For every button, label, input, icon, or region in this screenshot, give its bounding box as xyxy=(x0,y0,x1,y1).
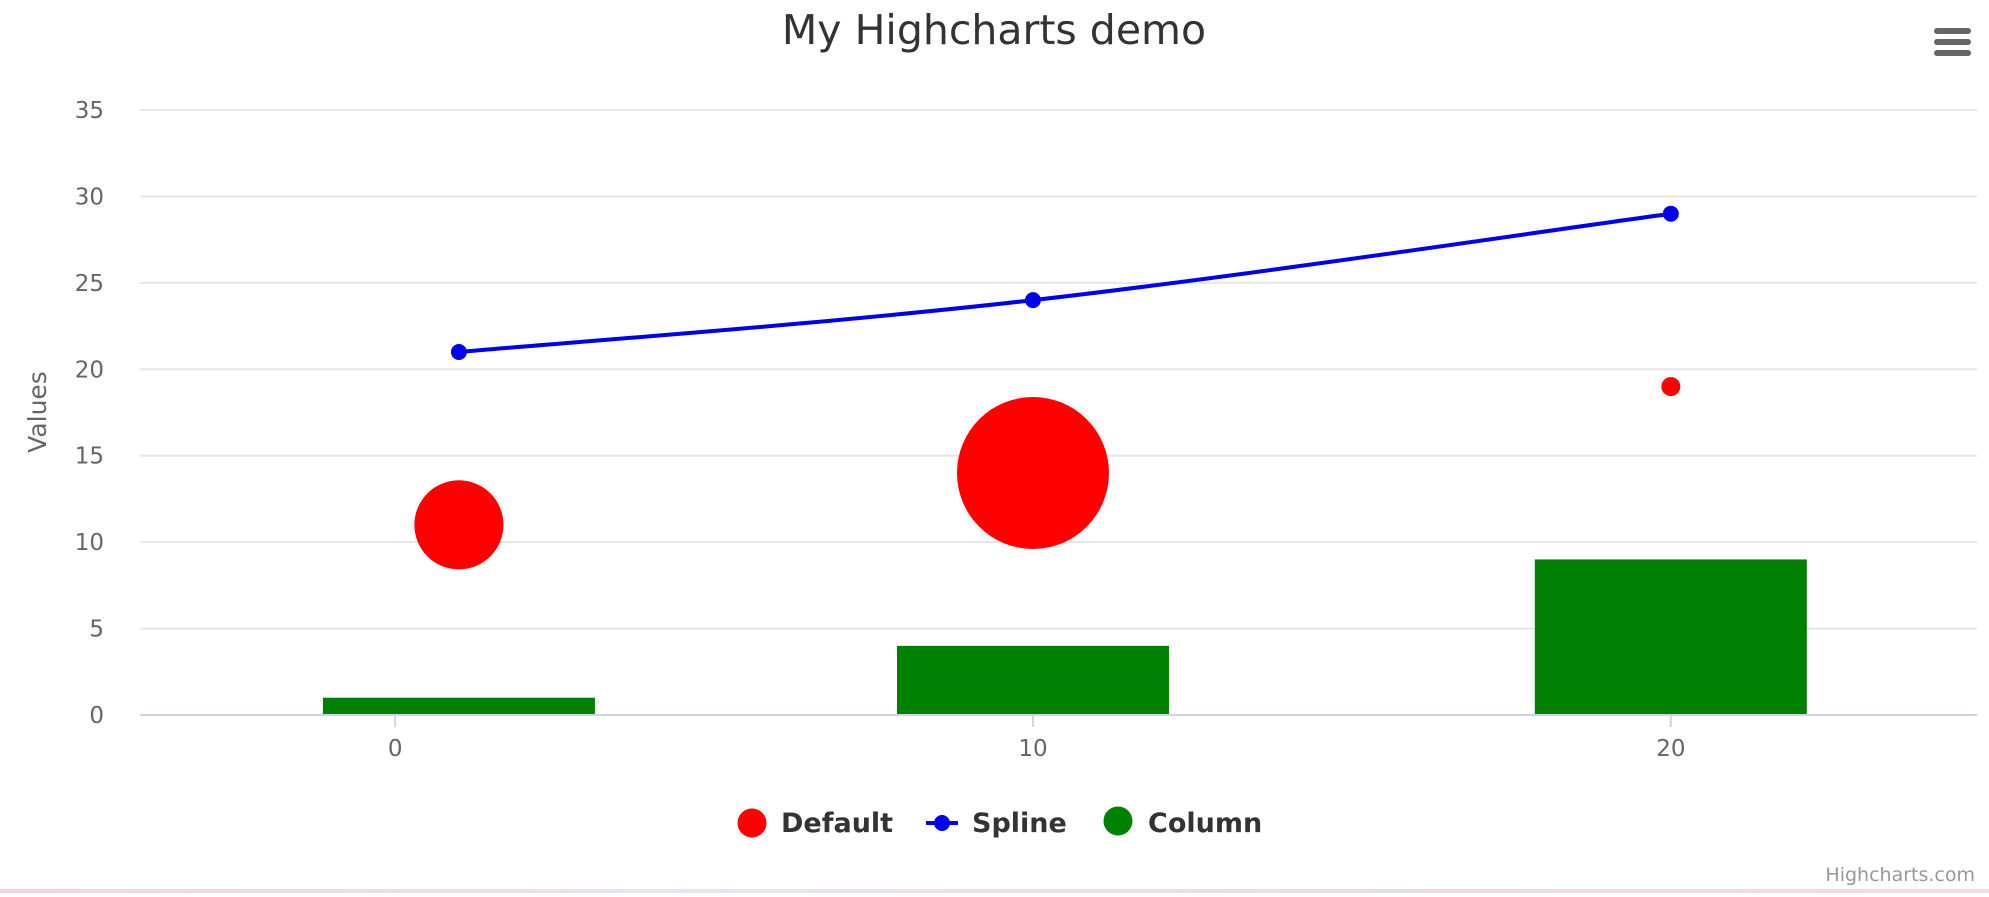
legend-spline-label: Spline xyxy=(972,808,1067,839)
x-tick-label-20: 20 xyxy=(1656,736,1685,762)
bubble-series xyxy=(414,377,1681,570)
x-tick-label-0: 0 xyxy=(388,736,403,762)
y-tick-label-15: 15 xyxy=(75,444,104,470)
chart-menu-button[interactable] xyxy=(1934,28,1971,58)
spline-series xyxy=(450,205,1679,360)
y-axis-title: Values xyxy=(23,371,52,453)
column-bar-1[interactable] xyxy=(896,645,1169,715)
legend-spline-marker-icon xyxy=(934,815,950,831)
column-bar-2[interactable] xyxy=(1534,559,1807,715)
bubble-point-1[interactable] xyxy=(956,397,1109,549)
bubble-point-0[interactable] xyxy=(414,480,504,570)
y-tick-label-10: 10 xyxy=(75,530,104,556)
y-tick-label-20: 20 xyxy=(75,357,104,383)
spline-point-1[interactable] xyxy=(1024,292,1041,309)
legend-item-column[interactable]: Column xyxy=(1103,806,1263,840)
y-tick-label-25: 25 xyxy=(75,271,104,297)
column-series xyxy=(322,559,1807,715)
hamburger-menu-icon xyxy=(1934,28,1971,56)
legend-default-marker-icon xyxy=(737,808,767,838)
column-bar-0[interactable] xyxy=(322,697,595,715)
legend-column-label: Column xyxy=(1148,808,1262,839)
legend-column-marker-icon xyxy=(1103,806,1133,836)
bottom-decorative-strip xyxy=(0,889,1989,893)
y-tick-label-5: 5 xyxy=(89,617,104,643)
axes: 0 5 10 15 20 25 30 35 0 10 20 xyxy=(75,98,1977,762)
spline-point-2[interactable] xyxy=(1662,205,1679,222)
y-tick-label-35: 35 xyxy=(75,98,104,124)
y-tick-label-30: 30 xyxy=(75,184,104,210)
legend-item-spline[interactable]: Spline xyxy=(926,808,1067,839)
credits-link[interactable]: Highcharts.com xyxy=(1825,864,1975,886)
chart-title: My Highcharts demo xyxy=(782,6,1206,54)
bubble-point-2[interactable] xyxy=(1661,377,1681,397)
spline-point-0[interactable] xyxy=(450,344,467,360)
chart-legend: Default Spline Column xyxy=(737,806,1263,840)
legend-default-label: Default xyxy=(781,808,893,839)
x-tick-label-10: 10 xyxy=(1018,736,1047,762)
legend-item-default[interactable]: Default xyxy=(737,808,894,839)
y-tick-label-0: 0 xyxy=(89,703,104,729)
